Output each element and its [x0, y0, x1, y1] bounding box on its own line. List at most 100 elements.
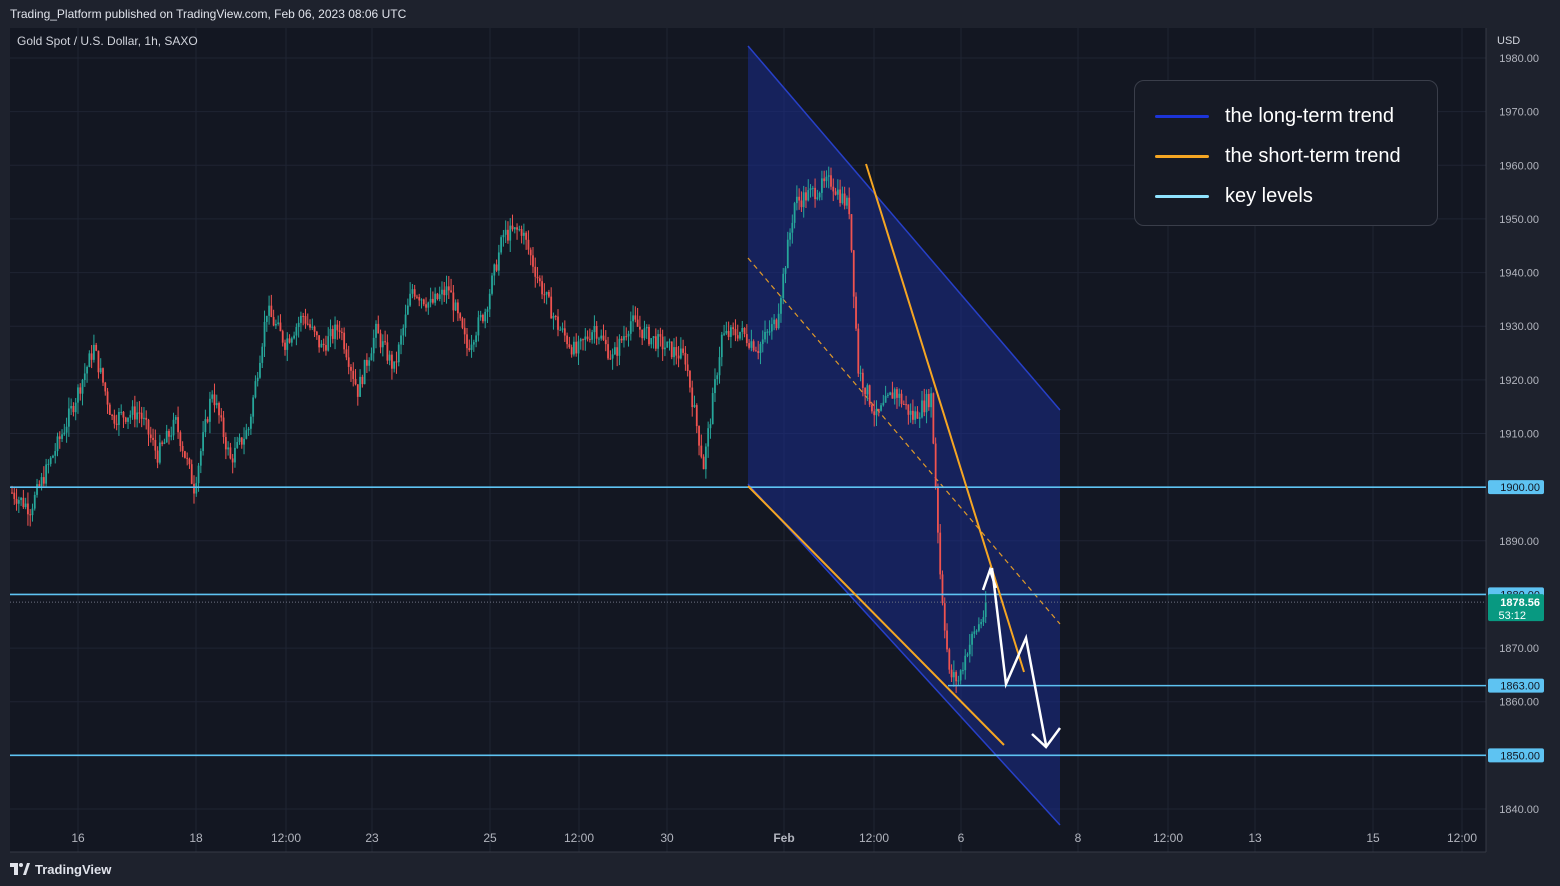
- candle-body: [670, 341, 673, 358]
- candle-body: [249, 416, 252, 429]
- candle-body: [386, 342, 389, 361]
- candle-body: [165, 430, 168, 443]
- candle-body: [566, 335, 568, 345]
- candle-body: [63, 432, 66, 435]
- time-axis[interactable]: 16 18 12:00 23 25 12:00 30 Feb 12:00 6 8 12:00 13 15 1…: [71, 831, 1477, 845]
- candle-body: [482, 314, 484, 322]
- legend-swatch-long-term: [1155, 114, 1209, 118]
- candle-body: [454, 302, 457, 311]
- current-price-value: 1878.56: [1500, 597, 1540, 609]
- candle-body: [732, 327, 735, 330]
- candle-body: [427, 302, 430, 308]
- candle-body: [573, 341, 575, 355]
- candle-body: [613, 347, 616, 355]
- key-level-badge-label: 1863.00: [1500, 681, 1540, 693]
- candle-body: [912, 410, 914, 420]
- candle-body: [361, 376, 364, 385]
- candle-body: [488, 293, 491, 310]
- candle-body: [450, 290, 452, 293]
- candle-body: [204, 419, 207, 433]
- candle-body: [372, 337, 375, 354]
- candle-body: [520, 229, 523, 236]
- y-tick-label: 1840.00: [1499, 804, 1539, 816]
- candle-body: [54, 451, 57, 456]
- price-axis[interactable]: 1840.001850.001860.001870.001880.001890.…: [1499, 53, 1539, 816]
- legend-item-key-levels: key levels: [1155, 184, 1313, 208]
- y-tick-label: 1910.00: [1499, 429, 1539, 441]
- candle-body: [522, 232, 525, 236]
- candle-body: [438, 294, 441, 300]
- candle-body: [934, 443, 937, 487]
- tradingview-brand[interactable]: TradingView: [10, 860, 111, 878]
- candle-body: [730, 327, 732, 337]
- candle-body: [259, 362, 261, 378]
- candle-body: [745, 334, 748, 344]
- candle-body: [447, 286, 450, 291]
- candle-body: [727, 330, 730, 337]
- candle-body: [265, 315, 268, 322]
- candle-body: [172, 419, 175, 436]
- candle-body: [773, 319, 776, 325]
- candle-body: [388, 354, 391, 361]
- candle-body: [158, 442, 161, 463]
- candle-body: [734, 329, 737, 336]
- candle-body: [525, 232, 528, 240]
- candle-body: [950, 669, 953, 678]
- candle-body: [95, 344, 98, 351]
- candle-body: [143, 417, 145, 419]
- candle-body: [40, 477, 43, 487]
- candle-body: [616, 347, 619, 356]
- candle-body: [937, 486, 939, 533]
- x-tick-label: 23: [365, 831, 379, 845]
- candle-body: [288, 338, 291, 343]
- candle-body: [284, 342, 286, 350]
- candle-body: [286, 338, 289, 350]
- candle-body: [802, 192, 805, 208]
- candle-body: [877, 409, 880, 411]
- candle-body: [58, 436, 61, 439]
- candle-body: [684, 352, 687, 365]
- candle-body: [957, 680, 960, 682]
- candle-body: [470, 344, 473, 350]
- candle-body: [545, 291, 548, 295]
- candle-body: [807, 190, 810, 201]
- candle-body: [42, 477, 45, 484]
- candle-body: [65, 426, 68, 433]
- candle-body: [202, 432, 204, 452]
- candle-body: [70, 406, 73, 409]
- candle-body: [52, 455, 54, 458]
- candle-body: [218, 403, 220, 416]
- candle-body: [354, 378, 357, 385]
- candle-body: [170, 435, 173, 437]
- candle-body: [764, 331, 766, 340]
- candle-body: [122, 411, 125, 418]
- candle-body: [889, 392, 892, 395]
- candle-body: [15, 498, 18, 504]
- candle-body: [88, 353, 91, 367]
- candle-body: [45, 464, 48, 484]
- candle-body: [600, 335, 603, 339]
- candle-body: [736, 335, 739, 339]
- x-tick-label: 6: [958, 831, 965, 845]
- candle-body: [145, 417, 148, 420]
- candle-body: [507, 229, 509, 241]
- candle-body: [768, 331, 771, 333]
- candle-body: [340, 331, 343, 333]
- candle-body: [850, 214, 853, 251]
- candle-body: [127, 417, 129, 422]
- candle-body: [793, 203, 796, 223]
- candle-body: [113, 415, 116, 424]
- candle-body: [509, 225, 512, 241]
- candle-body: [104, 382, 107, 392]
- candle-body: [955, 672, 958, 682]
- candle-body: [56, 436, 59, 452]
- candle-body: [654, 336, 657, 349]
- candle-body: [661, 336, 664, 350]
- candle-body: [199, 451, 202, 466]
- candle-body: [691, 387, 694, 408]
- candle-body: [939, 532, 942, 575]
- candle-body: [338, 330, 341, 332]
- candle-body: [782, 273, 785, 299]
- candle-body: [377, 323, 380, 334]
- candle-body: [129, 414, 132, 418]
